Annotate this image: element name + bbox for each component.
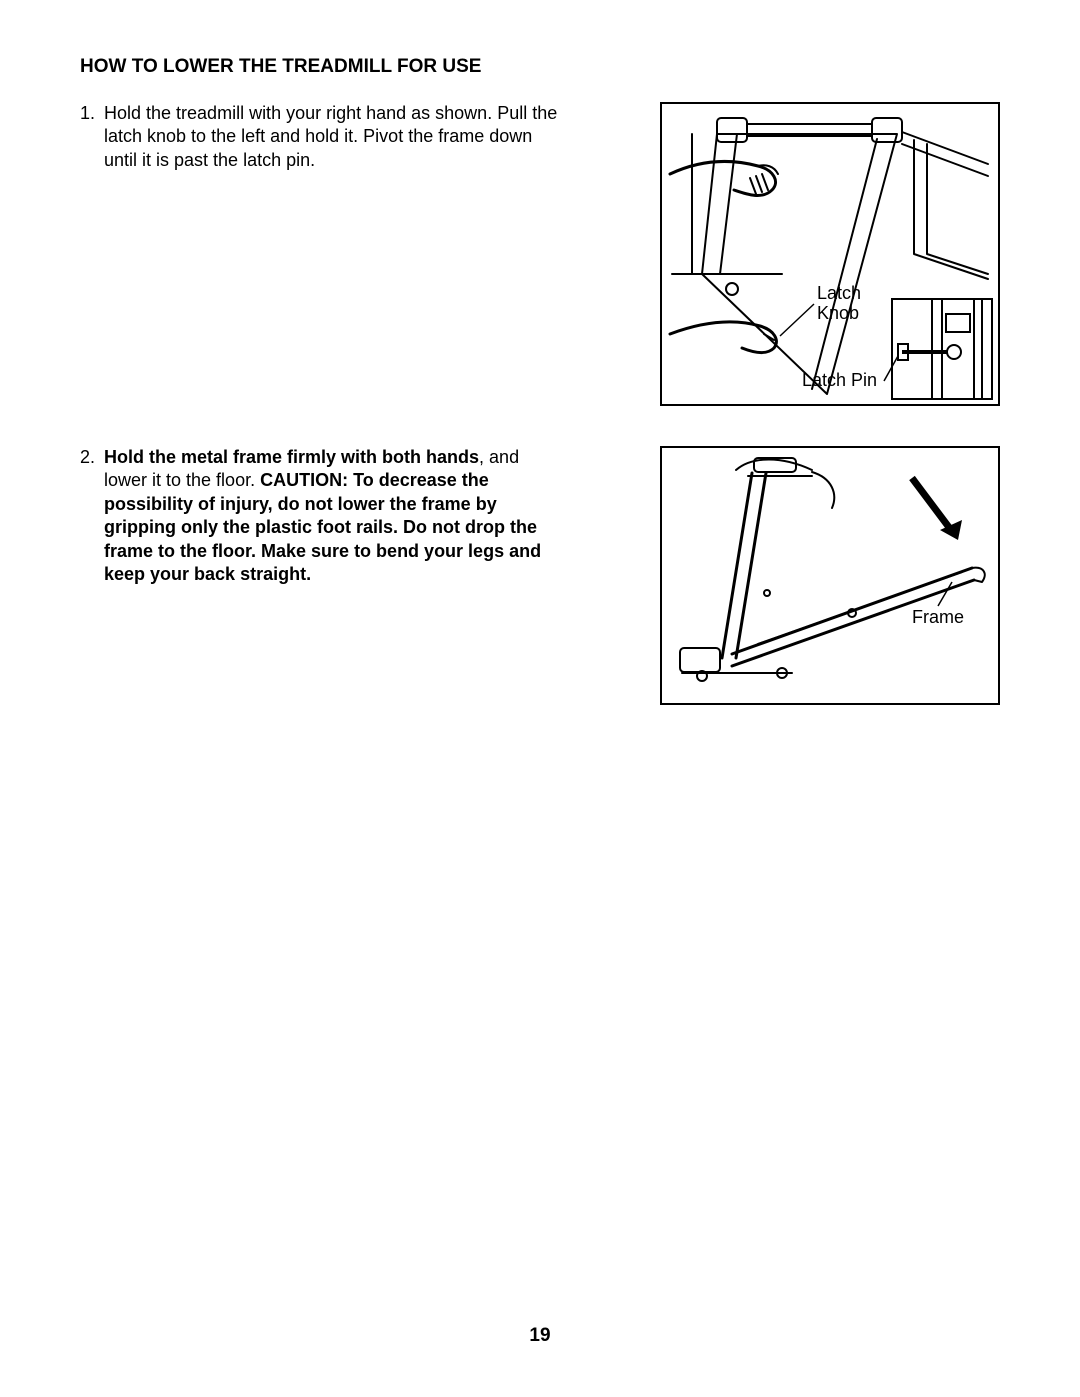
step-1-body: Hold the treadmill with your right hand … xyxy=(104,102,560,172)
page-number: 19 xyxy=(0,1325,1080,1347)
step-1: 1. Hold the treadmill with your right ha… xyxy=(80,102,560,172)
step-2-lead-bold: Hold the metal frame firmly with both ha… xyxy=(104,447,479,467)
figure-2-label-frame: Frame xyxy=(912,607,964,627)
figure-1-label-latch-knob-line1: Latch xyxy=(817,283,861,303)
step-2-text-column: 2. Hold the metal frame firmly with both… xyxy=(80,446,580,586)
figure-1-column: Latch Knob xyxy=(660,102,1000,406)
step-2-body: Hold the metal frame firmly with both ha… xyxy=(104,446,560,586)
step-2-number: 2. xyxy=(80,446,104,586)
manual-page: HOW TO LOWER THE TREADMILL FOR USE 1. Ho… xyxy=(0,0,1080,1397)
figure-1: Latch Knob xyxy=(660,102,1000,406)
step-1-row: 1. Hold the treadmill with your right ha… xyxy=(80,102,1000,406)
figure-1-label-latch-knob-line2: Knob xyxy=(817,303,859,323)
section-title: HOW TO LOWER THE TREADMILL FOR USE xyxy=(80,56,1000,78)
step-2-row: 2. Hold the metal frame firmly with both… xyxy=(80,446,1000,705)
figure-2-column: Frame xyxy=(660,446,1000,705)
figure-2-arrow-icon xyxy=(912,478,962,540)
step-2: 2. Hold the metal frame firmly with both… xyxy=(80,446,560,586)
step-1-number: 1. xyxy=(80,102,104,172)
step-1-text-column: 1. Hold the treadmill with your right ha… xyxy=(80,102,580,172)
figure-2: Frame xyxy=(660,446,1000,705)
figure-1-inset xyxy=(892,299,992,399)
figure-1-label-latch-pin: Latch Pin xyxy=(802,370,877,390)
